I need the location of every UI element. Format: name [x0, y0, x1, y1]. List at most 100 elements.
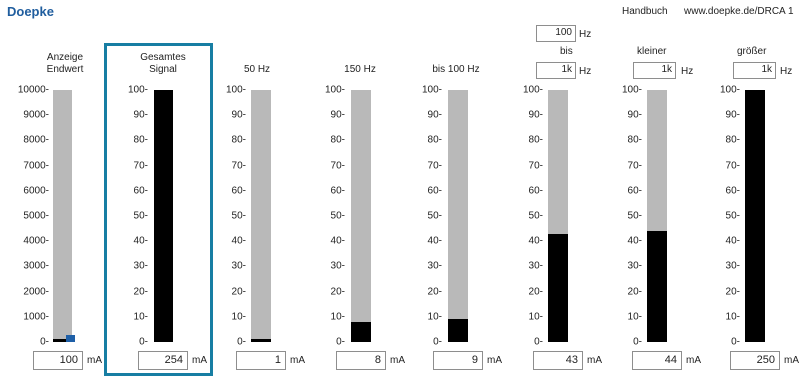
scale-tick-label: 60-	[330, 185, 345, 197]
meter-track-bisband	[548, 90, 568, 342]
scale-tick-label: 3000-	[23, 260, 49, 272]
website-url[interactable]: www.doepke.de/DRCA 1	[684, 6, 794, 17]
scale-tick-label: 80-	[627, 134, 642, 146]
scale-tick-label: 10-	[231, 311, 246, 323]
meter-level-bar	[448, 319, 468, 342]
groesser-freq-input[interactable]: 1k	[733, 62, 776, 79]
scale-tick-label: 80-	[231, 134, 246, 146]
meter-unit-label: mA	[192, 355, 207, 366]
scale-tick-label: 6000-	[23, 185, 49, 197]
scale-tick-label: 80-	[528, 134, 543, 146]
scale-tick-label: 40-	[231, 235, 246, 247]
bis-low-freq-input[interactable]: 100	[536, 25, 576, 42]
scale-tick-label: 50-	[725, 210, 740, 222]
scale-tick-label: 30-	[427, 260, 442, 272]
meter-value-field-bis100[interactable]: 9	[433, 351, 483, 370]
meter-value-field-f50[interactable]: 1	[236, 351, 286, 370]
bis-low-unit: Hz	[579, 29, 592, 40]
meter-track-kleiner	[647, 90, 667, 342]
scale-tick-label: 50-	[528, 210, 543, 222]
groesser-unit: Hz	[780, 66, 793, 77]
scale-tick-label: 0-	[731, 336, 740, 348]
meter-value-field-gesamt[interactable]: 254	[138, 351, 188, 370]
meter-title-line2: 150 Hz	[344, 64, 376, 75]
kleiner-freq-input[interactable]: 1k	[633, 62, 676, 79]
scale-tick-label: 10-	[330, 311, 345, 323]
scale-tick-label: 40-	[427, 235, 442, 247]
bis-high-freq-input[interactable]: 1k	[536, 62, 576, 79]
scale-tick-label: 100-	[225, 84, 246, 96]
meter-value-field-f150[interactable]: 8	[336, 351, 386, 370]
meter-title-bis100: bis 100 Hz	[406, 64, 506, 76]
brand-logo: Doepke	[7, 4, 54, 19]
meter-unit-label: mA	[87, 355, 102, 366]
scale-tick-label: 30-	[231, 260, 246, 272]
meter-value-field-kleiner[interactable]: 44	[632, 351, 682, 370]
scale-tick-label: 20-	[330, 286, 345, 298]
meter-level-bar	[251, 339, 271, 342]
meter-title-anzeige: Anzeige Endwert	[15, 52, 115, 76]
meter-level-bar	[53, 339, 72, 342]
scale-tick-label: 50-	[330, 210, 345, 222]
scale-tick-label: 90-	[528, 109, 543, 121]
meter-title-line2: 50 Hz	[243, 64, 271, 75]
meter-level-bar	[351, 321, 371, 342]
meter-value-field-groesser[interactable]: 250	[730, 351, 780, 370]
meter-level-bar	[647, 231, 667, 342]
meter-track-groesser	[745, 90, 765, 342]
scale-tick-label: 70-	[231, 160, 246, 172]
meter-track-f150	[351, 90, 371, 342]
scale-tick-label: 0-	[633, 336, 642, 348]
meter-track-anzeige	[53, 90, 72, 342]
scale-tick-label: 0-	[139, 336, 148, 348]
scale-tick-label: 30-	[627, 260, 642, 272]
scale-tick-label: 20-	[133, 286, 148, 298]
meter-value-field-anzeige[interactable]: 100	[33, 351, 83, 370]
meter-level-bar	[548, 233, 568, 342]
scale-tick-label: 50-	[427, 210, 442, 222]
scale-tick-label: 70-	[133, 160, 148, 172]
scale-tick-label: 8000-	[23, 134, 49, 146]
scale-tick-label: 90-	[427, 109, 442, 121]
scale-tick-label: 30-	[330, 260, 345, 272]
scale-tick-label: 40-	[528, 235, 543, 247]
scale-tick-label: 60-	[725, 185, 740, 197]
scale-tick-label: 10-	[725, 311, 740, 323]
bis-label: bis	[560, 46, 573, 57]
scale-tick-label: 70-	[725, 160, 740, 172]
scale-tick-label: 30-	[528, 260, 543, 272]
scale-tick-label: 10-	[133, 311, 148, 323]
groesser-label: größer	[737, 46, 767, 57]
meter-title-line2: Endwert	[46, 64, 84, 75]
scale-tick-label: 50-	[231, 210, 246, 222]
bis-high-unit: Hz	[579, 66, 592, 77]
meter-value-field-bisband[interactable]: 43	[533, 351, 583, 370]
scale-tick-label: 2000-	[23, 286, 49, 298]
scale-tick-label: 80-	[133, 134, 148, 146]
scale-tick-label: 0-	[237, 336, 246, 348]
handbook-link[interactable]: Handbuch	[622, 6, 668, 17]
scale-tick-label: 30-	[725, 260, 740, 272]
scale-tick-label: 10000-	[17, 84, 49, 96]
scale-tick-label: 90-	[330, 109, 345, 121]
scale-tick-label: 50-	[627, 210, 642, 222]
scale-tick-label: 60-	[231, 185, 246, 197]
meter-level-bar	[154, 90, 173, 342]
scale-tick-label: 70-	[528, 160, 543, 172]
endwert-pointer-icon[interactable]	[66, 335, 75, 342]
scale-tick-label: 60-	[427, 185, 442, 197]
scale-tick-label: 90-	[231, 109, 246, 121]
scale-tick-label: 70-	[427, 160, 442, 172]
kleiner-label: kleiner	[637, 46, 667, 57]
scale-tick-label: 80-	[725, 134, 740, 146]
scale-tick-label: 20-	[528, 286, 543, 298]
scale-tick-label: 20-	[231, 286, 246, 298]
scale-tick-label: 100-	[324, 84, 345, 96]
scale-tick-label: 70-	[330, 160, 345, 172]
meter-title-line2: bis 100 Hz	[432, 64, 480, 75]
scale-tick-label: 10-	[528, 311, 543, 323]
scale-tick-label: 90-	[627, 109, 642, 121]
meter-track-gesamt	[154, 90, 173, 342]
scale-tick-label: 40-	[725, 235, 740, 247]
meter-unit-label: mA	[487, 355, 502, 366]
